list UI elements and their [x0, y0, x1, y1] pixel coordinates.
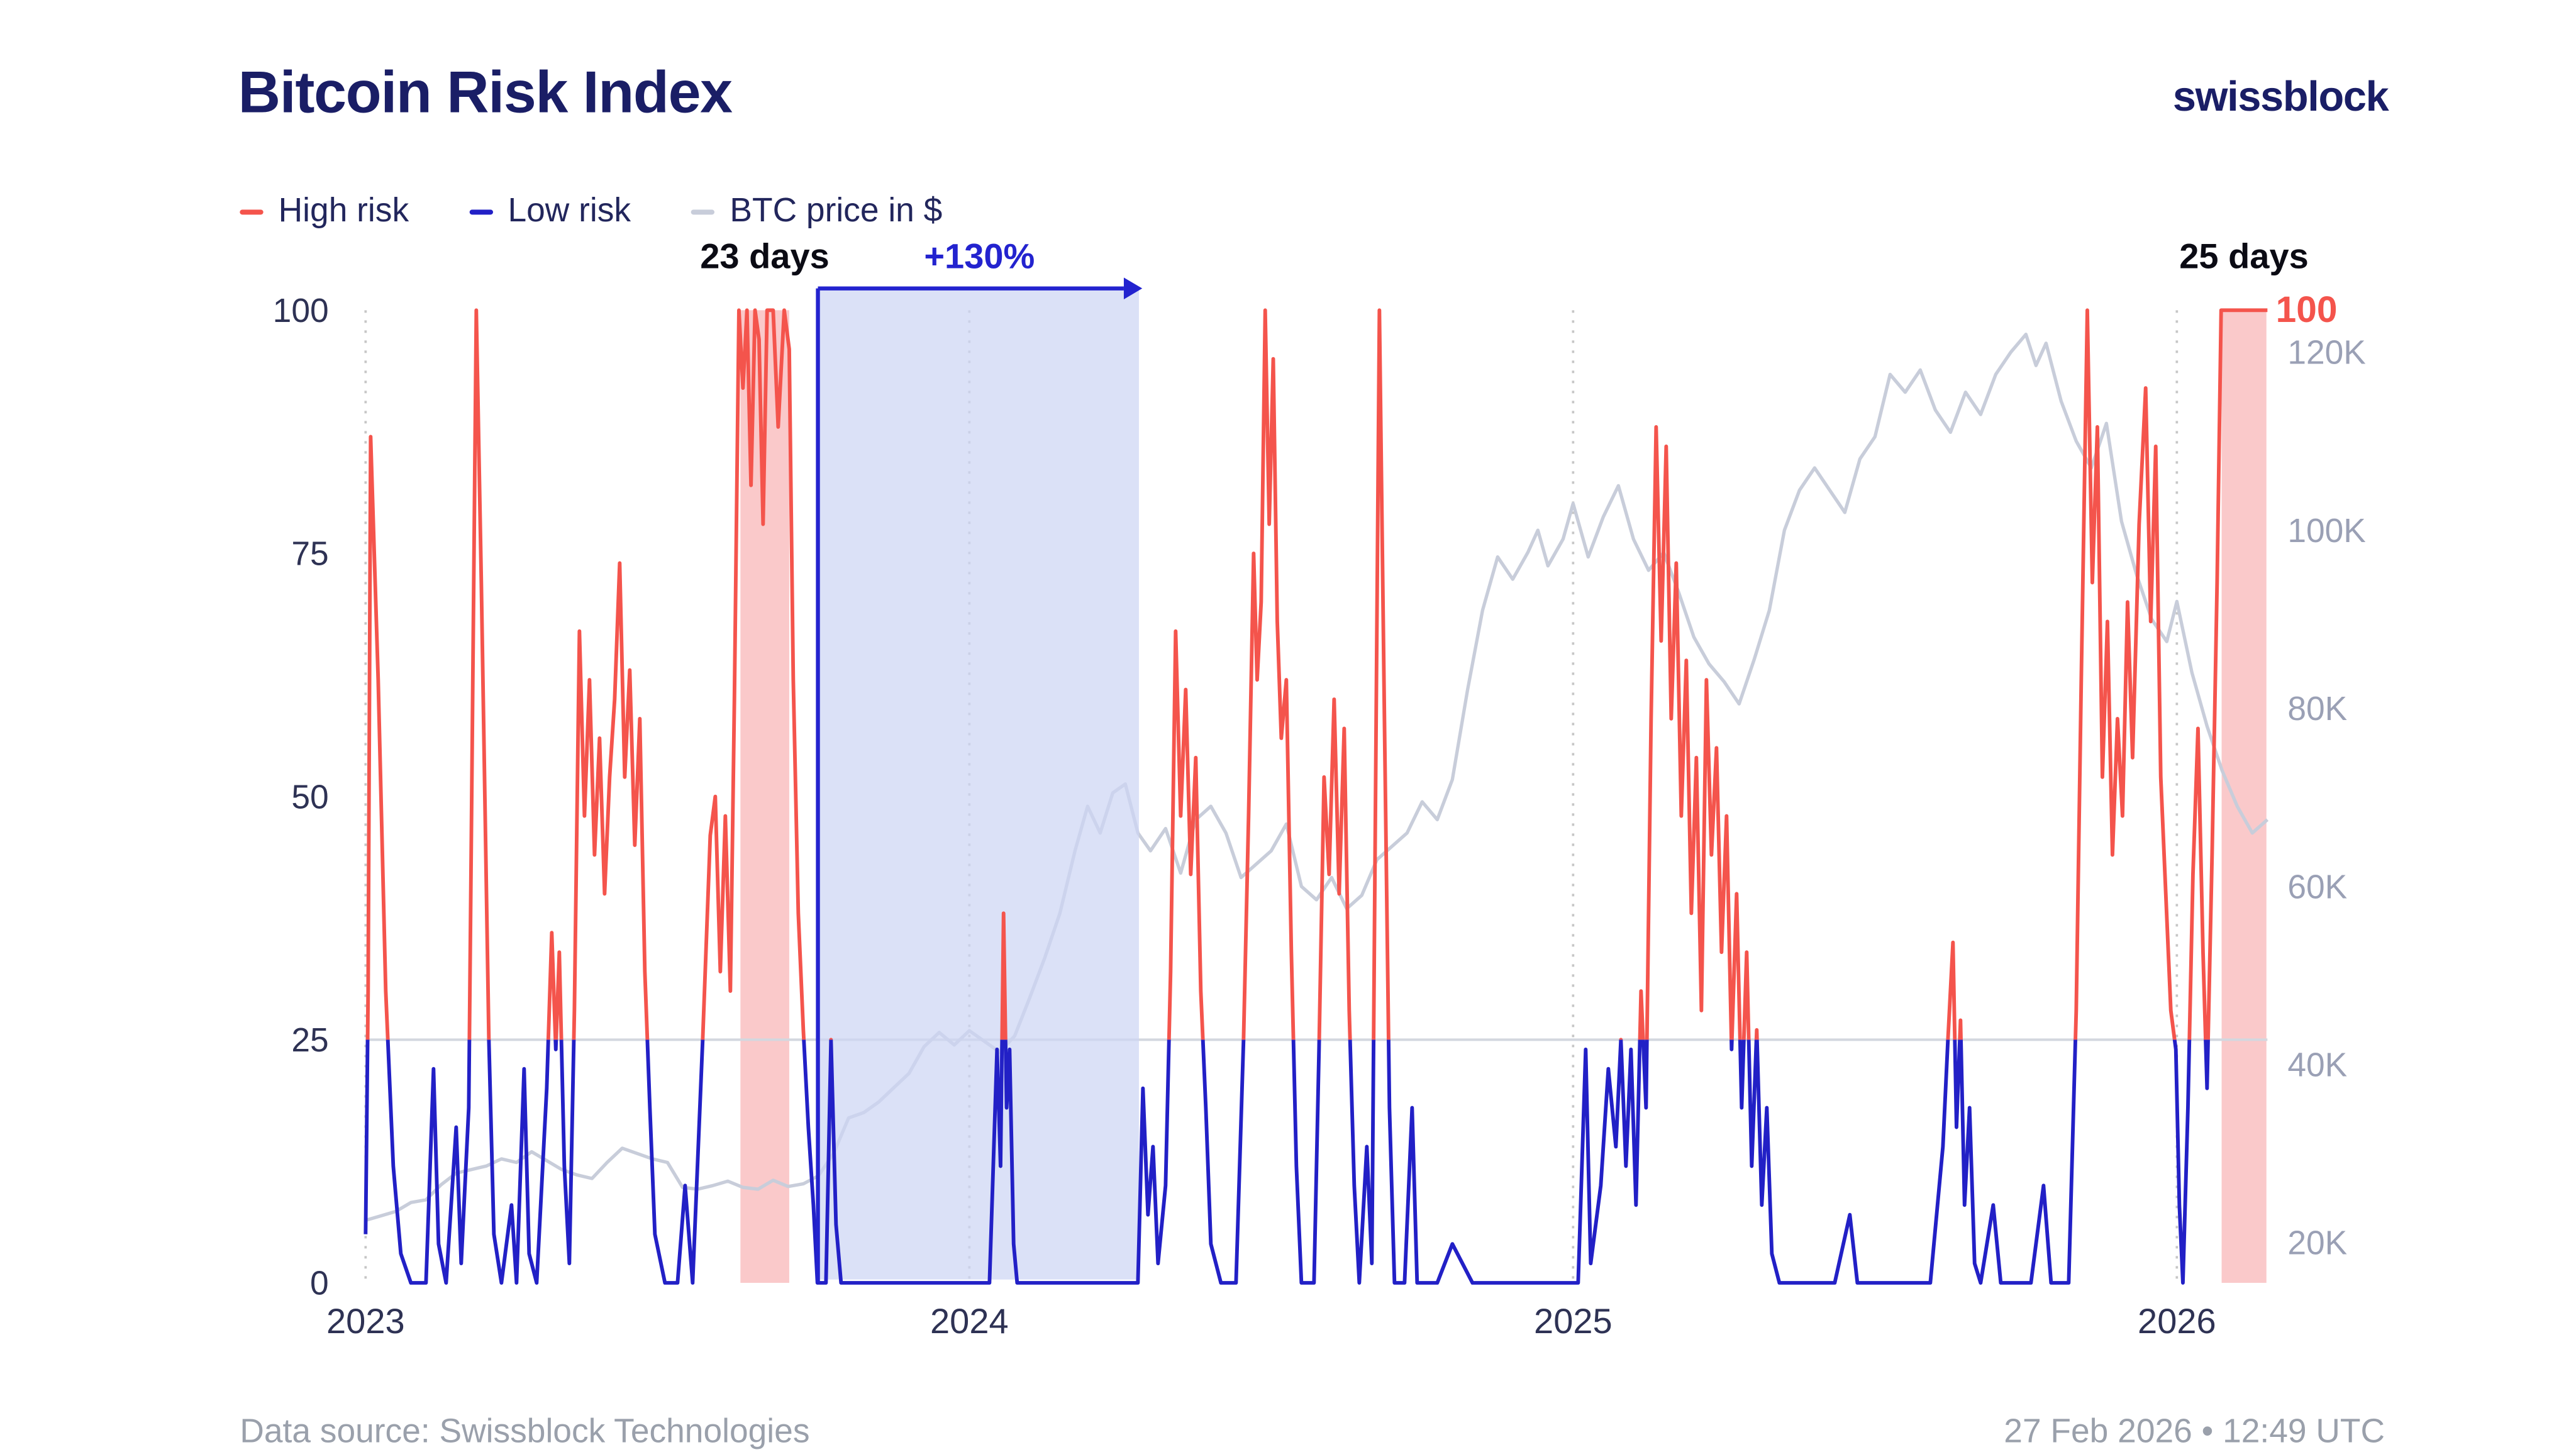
x-axis-year-label: 2026	[2138, 1301, 2216, 1341]
legend-item-high-risk: High risk	[240, 193, 409, 231]
low-risk-legend-label: Low risk	[508, 192, 631, 230]
btc-price-legend-label: BTC price in $	[730, 192, 943, 230]
left-axis-tick-label: 100	[273, 292, 329, 330]
right-axis-tick-label: 60K	[2287, 868, 2347, 906]
risk-end-value-label: 100	[2275, 288, 2338, 331]
x-axis-year-label: 2025	[1534, 1301, 1613, 1341]
page-title: Bitcoin Risk Index	[238, 60, 733, 126]
swissblock-logo: swissblock	[2172, 74, 2389, 121]
right-axis-tick-label: 20K	[2287, 1225, 2347, 1262]
right-axis-tick-label: 100K	[2287, 513, 2366, 550]
high-risk-line-swatch	[240, 209, 264, 215]
timestamp-text: 27 Feb 2026 • 12:49 UTC	[2004, 1414, 2385, 1451]
x-axis-year-label: 2024	[930, 1301, 1009, 1341]
btc-price-line	[365, 333, 2269, 1222]
low-risk-line-swatch	[469, 209, 493, 215]
band2-duration-label: 25 days	[2179, 238, 2309, 277]
x-axis-year-label: 2023	[326, 1301, 405, 1341]
growth-percent-label: +130%	[924, 238, 1035, 277]
legend: High risk Low risk BTC price in $	[240, 193, 1002, 231]
legend-item-low-risk: Low risk	[469, 193, 631, 231]
high-risk-legend-label: High risk	[278, 192, 409, 230]
data-source-text: Data source: Swissblock Technologies	[240, 1414, 810, 1451]
right-axis-tick-label: 40K	[2287, 1046, 2347, 1083]
left-axis-tick-label: 25	[291, 1022, 328, 1059]
left-axis-tick-label: 50	[291, 779, 328, 816]
left-axis-tick-label: 0	[310, 1265, 329, 1302]
risk-line-high	[365, 308, 2268, 1040]
pink-event-band	[2221, 310, 2267, 1283]
growth-arrow-head-icon	[1123, 277, 1143, 300]
growth-highlight-region	[818, 288, 1139, 1280]
left-axis-tick-label: 75	[291, 536, 328, 573]
right-axis-tick-label: 80K	[2287, 690, 2347, 728]
band1-duration-label: 23 days	[700, 238, 830, 277]
risk-line-low	[364, 1039, 2210, 1285]
legend-item-btc-price: BTC price in $	[691, 193, 942, 231]
btc-price-line-swatch	[691, 209, 715, 215]
right-axis-tick-label: 120K	[2287, 335, 2366, 372]
